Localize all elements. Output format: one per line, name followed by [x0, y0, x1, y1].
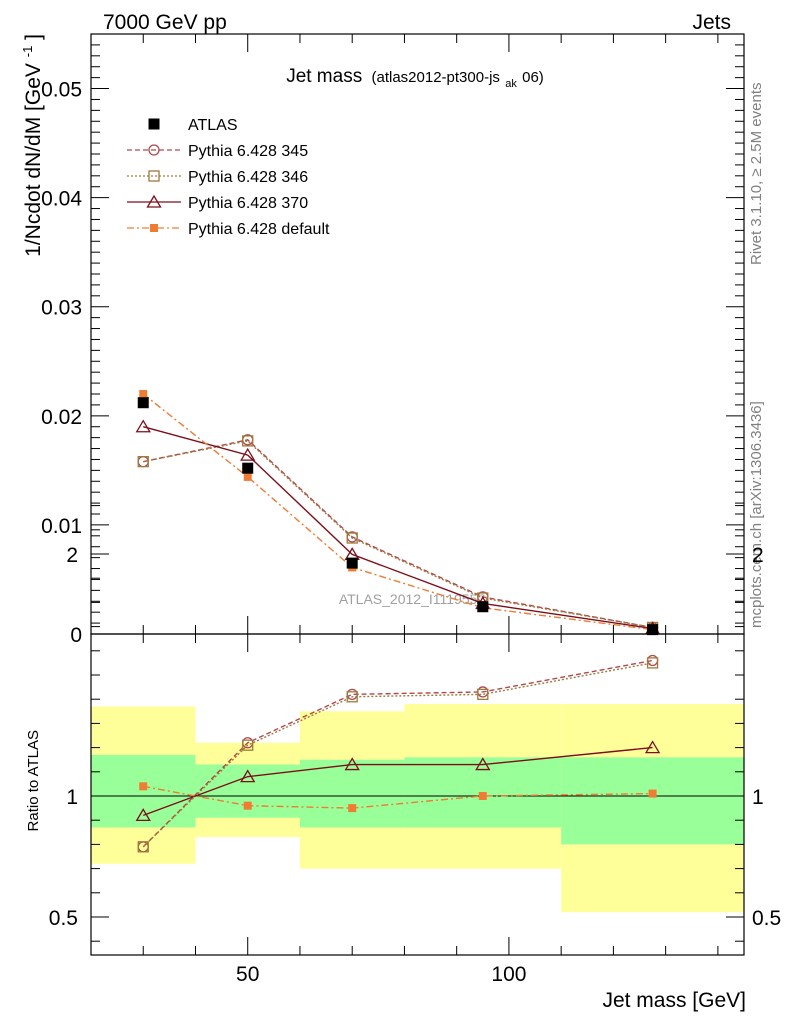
point-atlas-3: [477, 601, 489, 613]
legend: ATLAS Pythia 6.428 345 Pythia 6.428 346 Pyt…: [127, 117, 330, 238]
point-pythia-6-428-default-0: [139, 390, 148, 398]
watermark: ATLAS_2012_I1119557: [339, 591, 486, 607]
ratio-point-pythia-6-428-370-4: [644, 740, 661, 754]
ratio-point-pythia-6-428-346-1: [242, 739, 254, 751]
chart-title-tag-end: 06): [522, 69, 544, 86]
ratio-frame: [90, 633, 745, 956]
x-tick-label-50: 50: [236, 963, 259, 986]
point-pythia-6-428-370-1: [240, 447, 256, 461]
ratio-series: [135, 654, 661, 853]
y-tick-label-ratio-right-2: 2: [752, 544, 764, 567]
series-line-pythia-6-428-370: [143, 426, 653, 630]
y-tick-label-ratio-1: 1: [66, 786, 78, 809]
ratio-line-pythia-6-428-346: [142, 662, 653, 848]
y-tick-label-main-0: 0: [70, 624, 82, 647]
legend-label-atlas: ATLAS: [188, 117, 238, 134]
axes: 50 100 0 0.01 0.02 0.03 0.04 0.05 0.5 0.5 1 1 2 2: [41, 33, 781, 986]
y-tick-label-ratio-2: 2: [66, 544, 78, 567]
legend-marker-pythia-6-428-346: [148, 170, 160, 182]
legend-label-pythia-6-428-default: Pythia 6.428 default: [188, 221, 330, 238]
ratio-point-pythia-6-428-370-2: [344, 757, 360, 771]
ratio-point-pythia-6-428-370-3: [475, 757, 491, 771]
ratio-line-pythia-6-428-345: [142, 659, 653, 848]
ratio-line-pythia-6-428-370: [142, 746, 653, 817]
y-tick-label-ratio-0.5: 0.5: [49, 907, 78, 930]
y-axis-label-main-close: ]: [22, 34, 45, 40]
point-atlas-2: [346, 557, 358, 569]
y-axis-label-main-sup: -1: [20, 46, 35, 58]
legend-label-pythia-6-428-346: Pythia 6.428 346: [188, 169, 308, 186]
ratio-point-pythia-6-428-default-2: [348, 804, 357, 813]
watermark-group: ATLAS_2012_I1119557: [339, 591, 486, 607]
y-tick-label-main-0.05: 0.05: [41, 79, 82, 102]
header-right: Jets: [692, 11, 731, 34]
band-inner-4: [561, 757, 744, 845]
x-axis-label: Jet mass [GeV]: [602, 989, 746, 1012]
legend-label-pythia-6-428-345: Pythia 6.428 345: [188, 143, 308, 160]
y-axis-label-ratio: Ratio to ATLAS: [25, 730, 42, 831]
y-tick-label-main-0.04: 0.04: [41, 188, 82, 211]
ratio-point-pythia-6-428-346-4: [646, 657, 659, 669]
series-line-pythia-6-428-346: [143, 440, 653, 629]
header-left: 7000 GeV pp: [103, 11, 227, 34]
ratio-point-pythia-6-428-346-3: [477, 688, 489, 701]
y-tick-label-main-0.01: 0.01: [41, 515, 82, 538]
band-inner-2: [299, 759, 405, 828]
point-pythia-6-428-346-2: [346, 532, 358, 544]
uncertainty-bands: [91, 704, 744, 913]
ratio-point-pythia-6-428-370-0: [135, 808, 151, 822]
ratio-point-pythia-6-428-default-1: [243, 801, 252, 810]
band-inner-0: [91, 754, 196, 828]
point-atlas-0: [137, 397, 149, 409]
legend-label-pythia-6-428-370: Pythia 6.428 370: [188, 195, 308, 212]
legend-marker-pythia-6-428-default: [150, 224, 158, 232]
mcplots-label: mcplots.cern.ch [arXiv:1306.3436]: [748, 401, 765, 628]
chart-title: Jet mass (atlas2012-pt300-js ak 06): [286, 66, 544, 92]
y-tick-label-ratio-right-0.5: 0.5: [752, 907, 781, 930]
main-series: [135, 390, 661, 636]
ratio-point-pythia-6-428-370-1: [240, 769, 256, 783]
legend-marker-pythia-6-428-370: [146, 194, 162, 208]
series-line-pythia-6-428-345: [143, 439, 653, 629]
y-axis-label-main: 1/Ncdot dN/dM [GeV -1 ]: [14, 34, 45, 257]
point-atlas-4: [647, 624, 659, 636]
chart-title-main: Jet mass: [286, 66, 362, 87]
point-pythia-6-428-default-1: [243, 472, 252, 481]
point-pythia-6-428-370-0: [135, 419, 151, 433]
chart-title-tag-sub: ak: [505, 78, 517, 90]
y-tick-label-main-0.02: 0.02: [41, 406, 82, 429]
ratio-point-pythia-6-428-346-2: [346, 691, 358, 703]
point-pythia-6-428-346-1: [242, 435, 254, 447]
rivet-label: Rivet 3.1.10, ≥ 2.5M events: [748, 83, 765, 266]
ratio-point-pythia-6-428-346-0: [137, 841, 149, 853]
ratio-point-pythia-6-428-default-4: [648, 789, 657, 798]
point-pythia-6-428-346-0: [137, 455, 149, 468]
legend-marker-pythia-6-428-345: [148, 144, 160, 156]
y-axis-label-main-text: 1/Ncdot dN/dM [GeV: [22, 63, 45, 257]
point-atlas-1: [242, 462, 254, 474]
x-tick-label-100: 100: [491, 963, 526, 986]
y-tick-label-ratio-right-1: 1: [752, 786, 764, 809]
ratio-point-pythia-6-428-default-3: [478, 792, 487, 800]
legend-marker-atlas: [148, 118, 160, 130]
chart-title-tag: (atlas2012-pt300-js: [372, 69, 500, 86]
y-tick-label-main-0.03: 0.03: [41, 297, 82, 320]
ratio-point-pythia-6-428-default-0: [139, 782, 148, 791]
